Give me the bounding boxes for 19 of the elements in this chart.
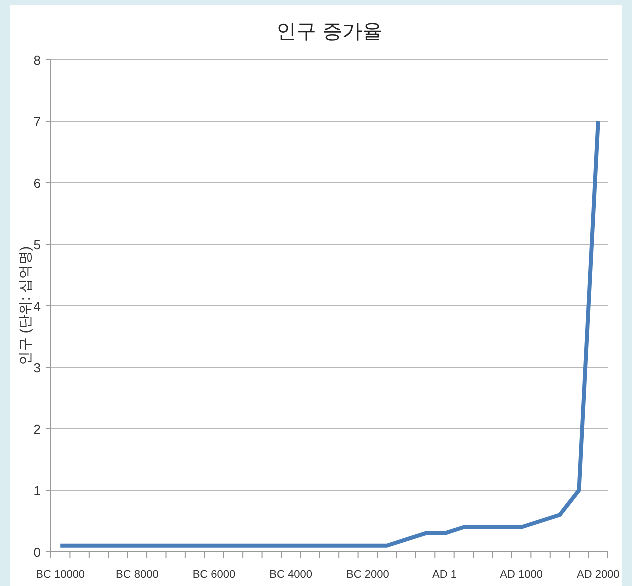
xtick: BC 4000 (270, 569, 312, 581)
xtick: BC 6000 (192, 569, 236, 581)
ytick: 2 (34, 422, 41, 437)
ytick: 1 (34, 484, 41, 498)
ytick: 3 (34, 360, 41, 376)
ytick: 6 (34, 176, 41, 191)
xtick: AD 1000 (500, 569, 543, 581)
ytick: 4 (34, 299, 41, 314)
xtick: BC 10000 (36, 569, 86, 581)
title: 인구 증가율 (276, 21, 382, 43)
ytick: 8 (34, 53, 41, 68)
xtick: AD 1 (432, 569, 457, 581)
xtick: BC 2000 (346, 569, 390, 581)
ylabel: 인구 (단위: 십억명) (17, 246, 33, 366)
xtick: BC 8000 (116, 569, 159, 581)
xtick: AD 2000 (577, 569, 620, 581)
ytick: 0 (34, 545, 41, 560)
ytick: 7 (34, 114, 41, 130)
ytick: 5 (34, 238, 41, 252)
